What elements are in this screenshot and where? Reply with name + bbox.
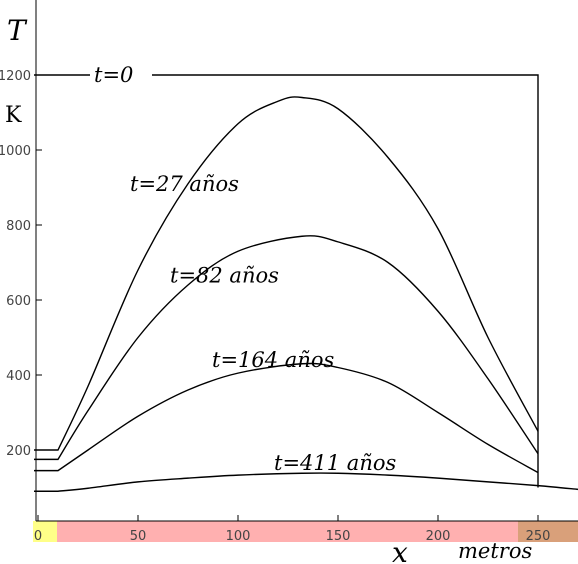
x-ticks: 0 50 100 150 200 250 <box>34 515 551 544</box>
y-ticks: 200 400 600 800 1000 1200 <box>0 69 42 459</box>
series-line <box>34 472 578 492</box>
axis-bar-middle <box>57 521 518 542</box>
y-tick-label: 1000 <box>0 144 31 159</box>
y-tick-label: 400 <box>6 369 31 384</box>
curve-label-bg <box>90 62 152 88</box>
x-axis-unit: metros <box>458 539 532 563</box>
y-tick-label: 600 <box>6 294 31 309</box>
curve-label: t=0 <box>94 63 133 87</box>
x-tick-label: 100 <box>226 529 251 544</box>
x-tick-label: 250 <box>526 529 551 544</box>
x-axis-title: x <box>392 536 408 564</box>
curve-labels: t=0 t=27 años t=82 años t=164 años t=411 año… <box>90 62 396 475</box>
y-tick-label: 1200 <box>0 69 31 84</box>
x-tick-label: 150 <box>326 529 351 544</box>
x-tick-label: 200 <box>426 529 451 544</box>
curve-label: t=82 años <box>170 264 279 288</box>
y-axis-unit: K <box>5 103 22 128</box>
x-tick-label: 50 <box>130 529 147 544</box>
series-line <box>34 235 539 461</box>
y-tick-label: 800 <box>6 219 31 234</box>
x-tick-label: 0 <box>34 529 42 544</box>
curve-label: t=411 años <box>274 451 396 475</box>
curve-label: t=27 años <box>130 172 239 196</box>
axis-bar-left <box>33 521 57 542</box>
curve-label: t=164 años <box>212 348 334 372</box>
series-line <box>34 74 539 488</box>
series-line <box>34 362 539 474</box>
y-tick-label: 200 <box>6 444 31 459</box>
series-line <box>34 96 539 451</box>
axis-bar-right <box>518 521 578 542</box>
series-group <box>34 74 578 492</box>
y-axis-title: T <box>7 14 28 47</box>
